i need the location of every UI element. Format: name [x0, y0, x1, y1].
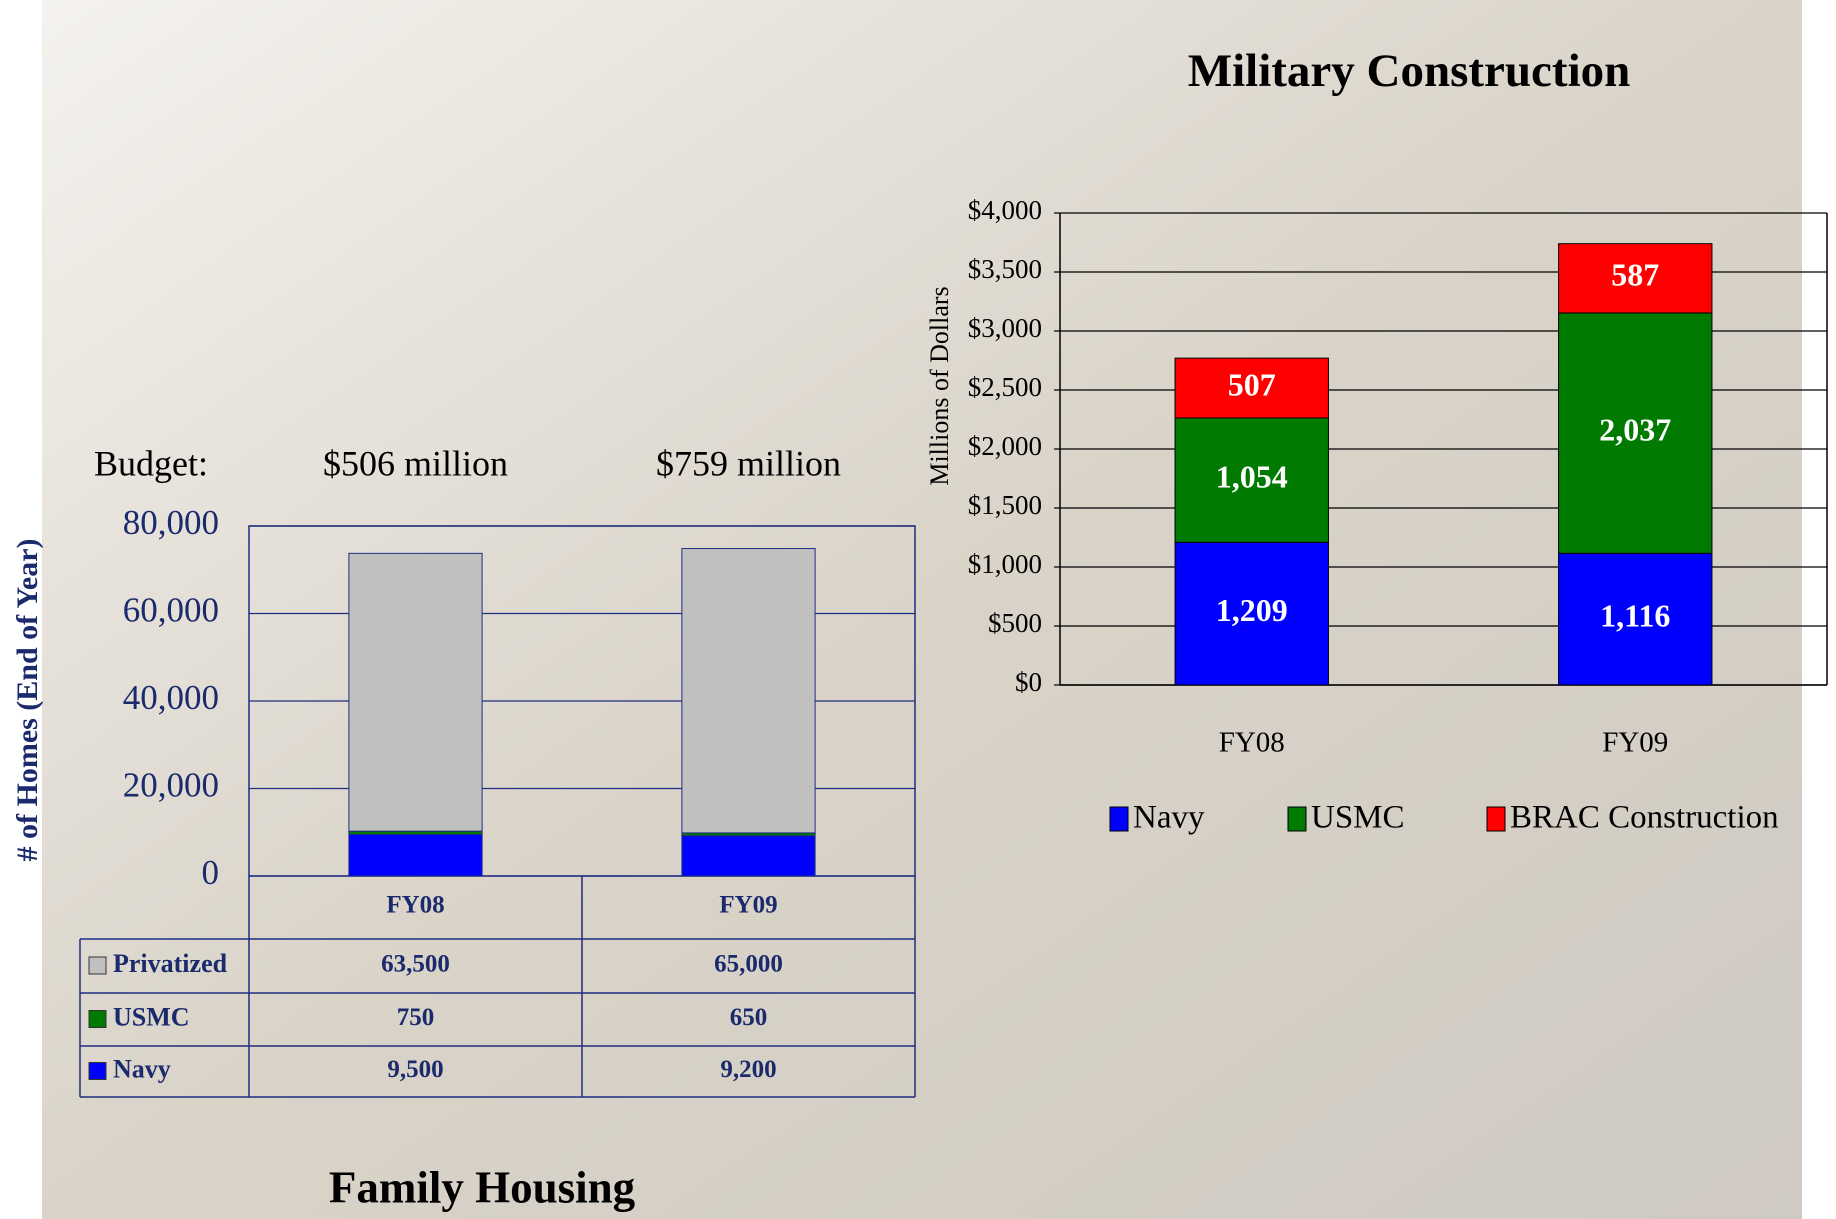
budget-label: Budget: — [94, 443, 208, 483]
x-tick-label: FY09 — [719, 892, 777, 919]
table-value: 9,500 — [387, 1056, 443, 1083]
legend-swatch — [1487, 807, 1505, 831]
table-value: 9,200 — [720, 1056, 776, 1083]
y-tick-label: $2,500 — [968, 372, 1042, 402]
data-label: 507 — [1228, 366, 1276, 402]
data-label: 1,054 — [1216, 458, 1288, 494]
y-tick-label: $3,500 — [968, 254, 1042, 284]
bar-segment — [349, 553, 482, 831]
legend-label: USMC — [1311, 800, 1405, 836]
y-tick-label: $3,000 — [968, 313, 1042, 343]
y-axis-title: Millions of Dollars — [925, 286, 954, 485]
legend-label: USMC — [113, 1002, 190, 1031]
y-axis-title: # of Homes (End of Year) — [11, 538, 44, 861]
table-value: 63,500 — [381, 951, 450, 978]
data-label: 587 — [1611, 257, 1659, 293]
y-tick-label: 80,000 — [123, 503, 219, 542]
legend-swatch — [89, 1011, 106, 1028]
table-value: 65,000 — [714, 951, 783, 978]
x-tick-label: FY08 — [1219, 727, 1285, 759]
table-value: 650 — [730, 1004, 768, 1031]
y-tick-label: $1,000 — [968, 549, 1042, 579]
legend-swatch — [89, 957, 106, 974]
budget-value: $506 million — [323, 443, 508, 483]
y-tick-label: 0 — [202, 853, 220, 892]
legend-label: Privatized — [113, 949, 228, 978]
y-tick-label: $0 — [1015, 667, 1042, 697]
bar-segment — [682, 836, 815, 876]
legend-label: BRAC Construction — [1510, 800, 1779, 836]
x-tick-label: FY09 — [1602, 727, 1668, 759]
legend-swatch — [89, 1063, 106, 1080]
y-tick-label: 60,000 — [123, 591, 219, 630]
chart: 0 20,000 40,000 60,000 80,000 # of Homes (End… — [0, 0, 1836, 1219]
y-tick-label: 20,000 — [123, 766, 219, 805]
y-tick-label: $2,000 — [968, 431, 1042, 461]
legend-label: Navy — [113, 1054, 171, 1083]
budget-value: $759 million — [656, 443, 841, 483]
bar-segment — [682, 549, 815, 833]
x-tick-label: FY08 — [386, 892, 444, 919]
page: 0 20,000 40,000 60,000 80,000 # of Homes (End… — [0, 0, 1836, 1219]
legend-label: Navy — [1133, 800, 1205, 836]
y-tick-label: $4,000 — [968, 195, 1042, 225]
data-label: 1,209 — [1216, 592, 1288, 628]
legend-swatch — [1288, 807, 1306, 831]
data-label: 2,037 — [1599, 411, 1671, 447]
legend-swatch — [1110, 807, 1128, 831]
y-tick-label: $1,500 — [968, 490, 1042, 520]
data-label: 1,116 — [1600, 597, 1670, 633]
y-tick-label: 40,000 — [123, 678, 219, 717]
table-value: 750 — [397, 1004, 435, 1031]
y-tick-label: $500 — [988, 608, 1042, 638]
photo-background — [42, 0, 1802, 1219]
chart-title: Family Housing — [329, 1162, 636, 1212]
chart-title: Military Construction — [1188, 45, 1631, 97]
bar-segment — [349, 834, 482, 876]
